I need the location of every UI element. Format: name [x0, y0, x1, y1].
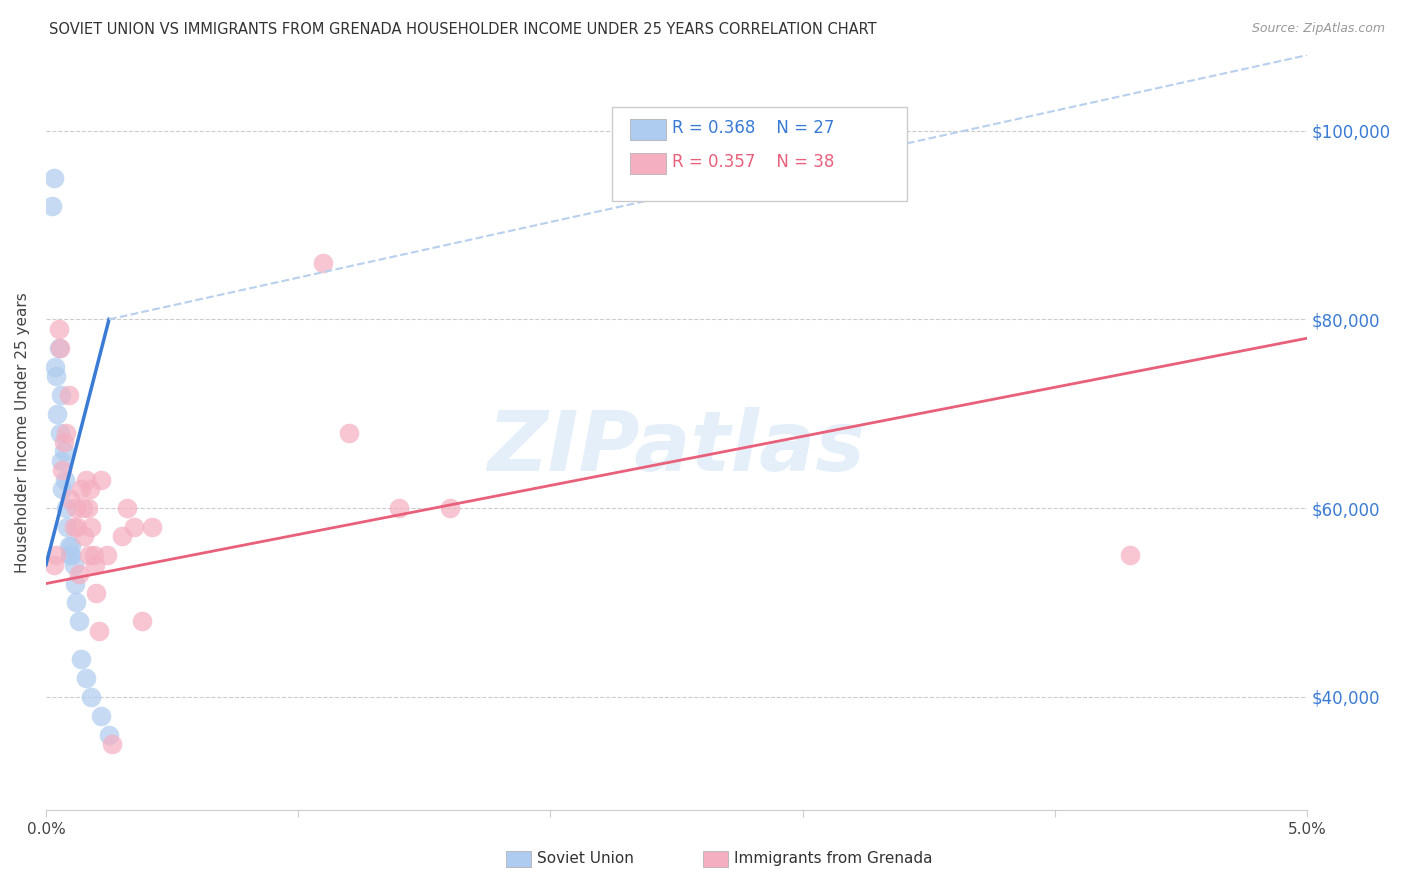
- Point: [131, 615, 153, 629]
- Point: [90, 708, 112, 723]
- Point: [87, 624, 110, 638]
- Point: [122, 520, 145, 534]
- Point: [59, 549, 82, 563]
- Point: [98, 728, 121, 742]
- Point: [46, 407, 69, 421]
- Text: SOVIET UNION VS IMMIGRANTS FROM GRENADA HOUSEHOLDER INCOME UNDER 25 YEARS CORREL: SOVIET UNION VS IMMIGRANTS FROM GRENADA …: [49, 22, 877, 37]
- Point: [48, 341, 70, 355]
- Point: [62, 520, 84, 534]
- Point: [58, 388, 80, 402]
- Point: [75, 671, 97, 685]
- Point: [41, 199, 63, 213]
- Point: [90, 473, 112, 487]
- Point: [62, 558, 84, 572]
- Point: [58, 539, 80, 553]
- Point: [86, 586, 108, 600]
- Point: [439, 501, 461, 516]
- Point: [44, 359, 66, 374]
- Point: [80, 690, 103, 704]
- Point: [80, 520, 103, 534]
- Point: [49, 341, 72, 355]
- Point: [42, 558, 65, 572]
- Point: [55, 501, 77, 516]
- Point: [66, 520, 89, 534]
- Text: Soviet Union: Soviet Union: [537, 852, 634, 866]
- Point: [76, 501, 98, 516]
- Point: [115, 501, 138, 516]
- Point: [79, 482, 101, 496]
- Text: R = 0.357    N = 38: R = 0.357 N = 38: [672, 153, 834, 171]
- Point: [77, 549, 100, 563]
- Point: [49, 454, 72, 468]
- Point: [52, 435, 75, 450]
- Point: [75, 473, 97, 487]
- Point: [59, 491, 82, 506]
- Point: [48, 322, 70, 336]
- Point: [141, 520, 163, 534]
- Point: [70, 482, 93, 496]
- Point: [60, 539, 83, 553]
- Text: Immigrants from Grenada: Immigrants from Grenada: [734, 852, 932, 866]
- Point: [1119, 549, 1142, 563]
- Point: [49, 425, 72, 440]
- Point: [312, 256, 335, 270]
- Point: [388, 501, 411, 516]
- Point: [67, 615, 90, 629]
- Point: [49, 388, 72, 402]
- Point: [60, 549, 83, 563]
- Point: [337, 425, 360, 440]
- Point: [65, 501, 87, 516]
- Point: [72, 501, 94, 516]
- Point: [83, 549, 105, 563]
- Point: [111, 529, 134, 543]
- Point: [56, 520, 79, 534]
- Point: [55, 425, 77, 440]
- Point: [52, 444, 75, 458]
- Point: [96, 549, 118, 563]
- Point: [70, 652, 93, 666]
- Point: [100, 737, 122, 751]
- Y-axis label: Householder Income Under 25 years: Householder Income Under 25 years: [15, 293, 30, 573]
- Text: Source: ZipAtlas.com: Source: ZipAtlas.com: [1251, 22, 1385, 36]
- Point: [42, 170, 65, 185]
- Text: R = 0.368    N = 27: R = 0.368 N = 27: [672, 120, 834, 137]
- Text: ZIPatlas: ZIPatlas: [488, 407, 866, 488]
- Point: [53, 473, 76, 487]
- Point: [51, 482, 73, 496]
- Point: [45, 549, 67, 563]
- Point: [84, 558, 107, 572]
- Point: [51, 463, 73, 477]
- Point: [67, 567, 90, 582]
- Point: [45, 369, 67, 384]
- Point: [73, 529, 96, 543]
- Point: [63, 576, 86, 591]
- Point: [65, 595, 87, 609]
